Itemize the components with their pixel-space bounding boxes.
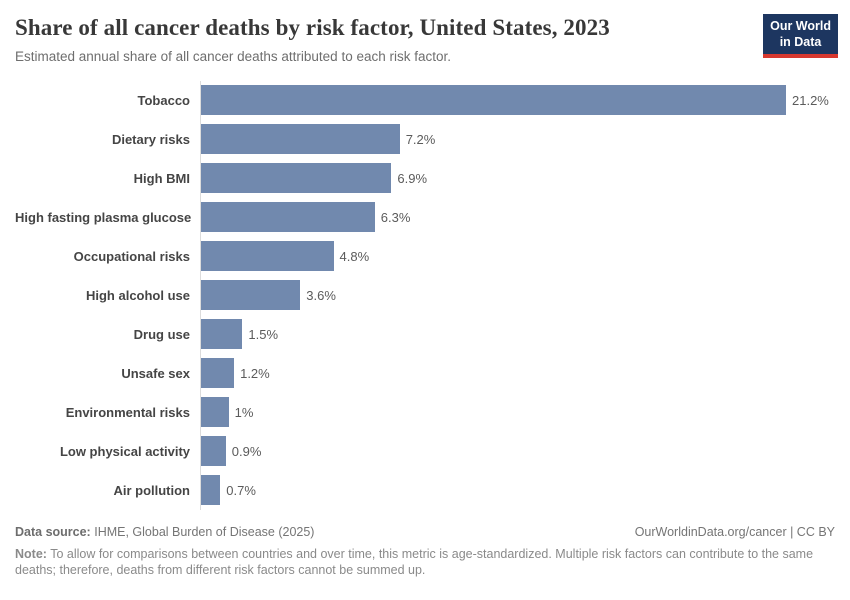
category-label: Drug use <box>133 326 190 342</box>
page-title: Share of all cancer deaths by risk facto… <box>15 15 610 40</box>
data-source-label: Data source: <box>15 524 91 539</box>
page-subtitle: Estimated annual share of all cancer dea… <box>15 48 451 64</box>
bar-row: Drug use 1.5% <box>15 314 835 354</box>
value-label: 21.2% <box>792 92 829 108</box>
value-label: 4.8% <box>339 248 370 264</box>
bar[interactable] <box>201 319 243 350</box>
category-label: High BMI <box>133 170 190 186</box>
owid-logo-line1: Our World <box>770 19 831 33</box>
category-label: Unsafe sex <box>121 365 190 381</box>
bar-row: Dietary risks 7.2% <box>15 119 835 159</box>
bar[interactable] <box>201 436 226 467</box>
category-label: High alcohol use <box>85 287 190 303</box>
bar-row: High fasting plasma glucose 6.3% <box>15 197 835 237</box>
bar-chart: Tobacco 21.2% Dietary risks 7.2% High BM… <box>0 80 850 510</box>
data-source-value: IHME, Global Burden of Disease (2025) <box>94 524 315 539</box>
bar-area: 4.8% <box>200 236 835 276</box>
category-label: Occupational risks <box>73 248 190 264</box>
bar[interactable] <box>201 241 334 272</box>
bar-row: Occupational risks 4.8% <box>15 236 835 276</box>
value-label: 1.5% <box>248 326 279 342</box>
bar-row: High alcohol use 3.6% <box>15 275 835 315</box>
category-label: High fasting plasma glucose <box>15 209 192 225</box>
category-label: Environmental risks <box>65 404 190 420</box>
chart-header: Share of all cancer deaths by risk facto… <box>0 0 850 64</box>
value-label: 1% <box>234 404 254 420</box>
bar[interactable] <box>201 124 400 155</box>
bar-rows: Tobacco 21.2% Dietary risks 7.2% High BM… <box>15 80 835 510</box>
category-label: Low physical activity <box>59 443 190 459</box>
bar-area: 1.5% <box>200 314 835 354</box>
source-row: Data source: IHME, Global Burden of Dise… <box>15 525 835 539</box>
bar[interactable] <box>201 163 392 194</box>
bar-area: 1% <box>200 392 835 432</box>
category-label: Tobacco <box>137 92 191 108</box>
owid-logo-line2: in Data <box>779 34 822 49</box>
value-label: 1.2% <box>240 365 270 381</box>
attribution-link[interactable]: OurWorldinData.org/cancer | CC BY <box>634 524 835 539</box>
note-text: To allow for comparisons between countri… <box>15 546 814 578</box>
chart-footer: Data source: IHME, Global Burden of Dise… <box>0 525 850 579</box>
bar-area: 1.2% <box>200 353 835 393</box>
title-block: Share of all cancer deaths by risk facto… <box>15 14 763 64</box>
owid-logo[interactable]: Our World in Data <box>763 14 838 59</box>
data-source: Data source: IHME, Global Burden of Dise… <box>15 525 314 539</box>
bar-row: High BMI 6.9% <box>15 158 835 198</box>
bar-area: 3.6% <box>200 275 835 315</box>
bar-area: 6.9% <box>200 158 835 198</box>
value-label: 3.6% <box>306 287 336 303</box>
category-label: Air pollution <box>113 482 190 498</box>
value-label: 6.9% <box>397 170 428 186</box>
bar-row: Air pollution 0.7% <box>15 470 835 510</box>
bar-area: 7.2% <box>200 119 835 159</box>
bar-area: 0.7% <box>200 470 835 510</box>
value-label: 6.3% <box>380 209 411 225</box>
value-label: 0.7% <box>226 482 256 498</box>
bar[interactable] <box>201 280 301 311</box>
value-label: 0.9% <box>231 443 262 459</box>
bar-row: Environmental risks 1% <box>15 392 835 432</box>
note: Note: To allow for comparisons between c… <box>15 546 835 579</box>
bar[interactable] <box>201 202 375 233</box>
bar-area: 0.9% <box>200 431 835 471</box>
bar-area: 6.3% <box>200 197 835 237</box>
bar[interactable] <box>201 358 235 389</box>
value-label: 7.2% <box>405 131 436 147</box>
bar[interactable] <box>201 397 229 428</box>
category-label: Dietary risks <box>111 131 190 147</box>
bar[interactable] <box>201 475 221 506</box>
bar-row: Unsafe sex 1.2% <box>15 353 835 393</box>
note-label: Note: <box>15 546 47 561</box>
bar-area: 21.2% <box>200 80 835 120</box>
bar[interactable] <box>201 85 786 116</box>
bar-row: Low physical activity 0.9% <box>15 431 835 471</box>
bar-row: Tobacco 21.2% <box>15 80 835 120</box>
